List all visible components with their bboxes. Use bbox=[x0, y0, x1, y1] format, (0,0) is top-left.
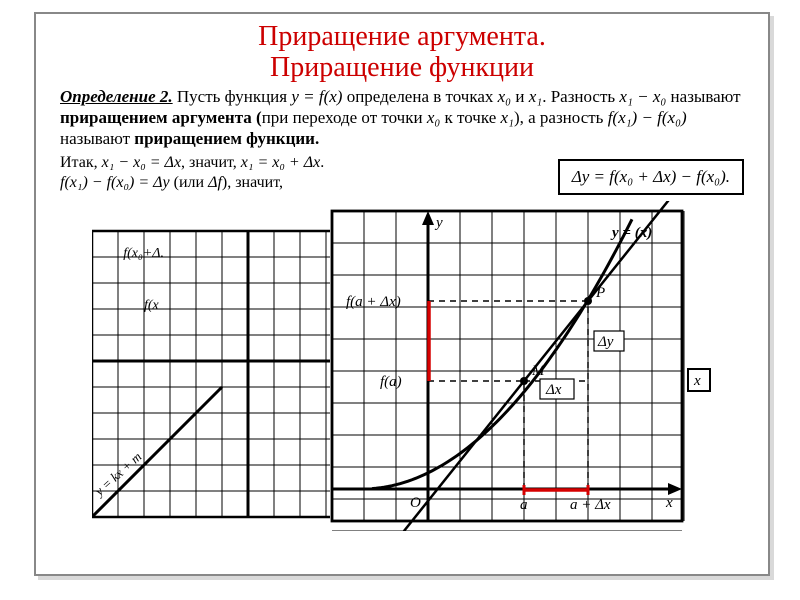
svg-text:x: x bbox=[665, 495, 673, 511]
title-line2: Приращение функции bbox=[270, 52, 534, 83]
svg-text:x: x bbox=[693, 373, 701, 389]
svg-text:O: O bbox=[410, 495, 421, 511]
formula-box: Δy = f(x₀ + Δx) − f(x₀). bbox=[558, 159, 744, 195]
title-line1: Приращение аргумента. bbox=[258, 21, 546, 52]
svg-text:Δx: Δx bbox=[545, 382, 562, 398]
svg-text:f(a): f(a) bbox=[380, 374, 402, 390]
definition-block: Определение 2. Пусть функция y = f(x) оп… bbox=[60, 86, 744, 150]
svg-text:a: a bbox=[520, 497, 528, 513]
svg-text:f(a + Δx): f(a + Δx) bbox=[346, 294, 401, 310]
inner-chart: y x Oy = (x) f(a) f(a + Δx) a a + Δx M P Δx Δy x bbox=[92, 201, 712, 531]
svg-text:Δy: Δy bbox=[597, 334, 614, 350]
svg-text:a + Δx: a + Δx bbox=[570, 497, 611, 513]
svg-text:M: M bbox=[531, 363, 546, 379]
svg-text:y: y bbox=[434, 215, 443, 231]
chart-area: f(x₀+Δ.f(xy = kx + m yxOy = (x)f(a)f(a +… bbox=[92, 201, 712, 531]
summary-text: Итак, x₁ − x₀ = Δx, значит, x₁ = x₀ + Δx… bbox=[60, 153, 540, 193]
svg-text:y = (x): y = (x) bbox=[610, 225, 652, 241]
def-label: Определение 2. bbox=[60, 87, 173, 106]
svg-text:P: P bbox=[595, 285, 605, 301]
